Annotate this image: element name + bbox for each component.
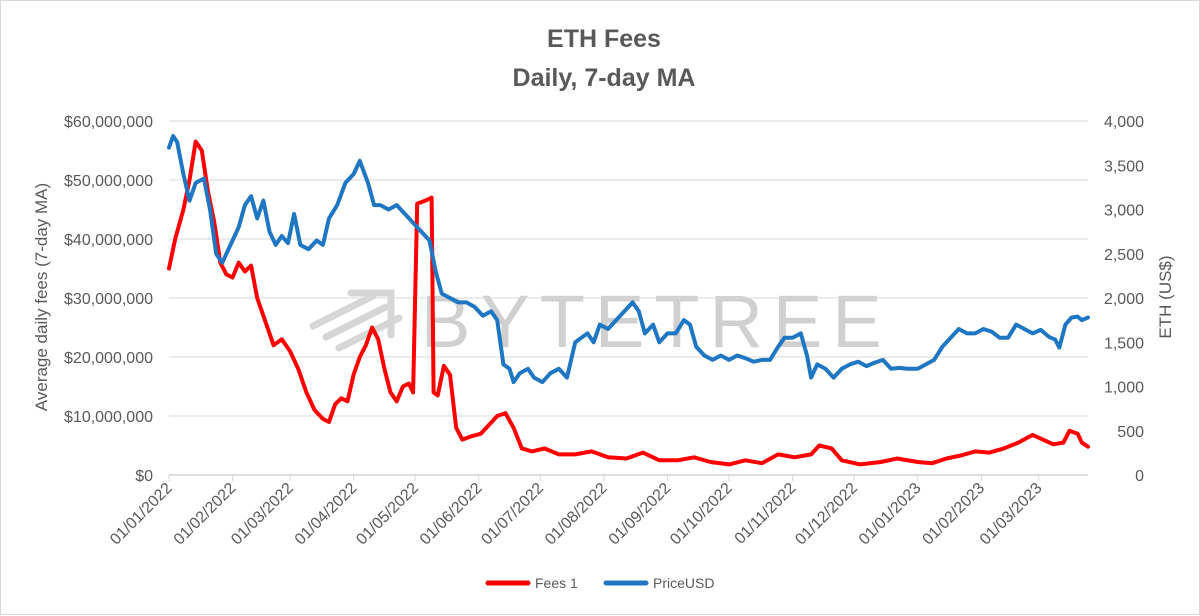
left-tick-label: $50,000,000 xyxy=(64,173,153,190)
right-tick-label: 3,000 xyxy=(1104,203,1144,220)
right-tick-label: 0 xyxy=(1135,468,1144,485)
bytetree-logo-icon xyxy=(309,289,403,352)
right-tick-label: 3,500 xyxy=(1104,158,1144,175)
right-axis-ticks: 0 500 1,000 1,500 2,000 2,500 3,000 3,500 4,000 xyxy=(1104,114,1144,485)
plot-area xyxy=(167,134,1090,467)
left-tick-label: $30,000,000 xyxy=(64,291,153,308)
x-tick-label: 01/04/2022 xyxy=(292,480,361,549)
legend: Fees 1 PriceUSD xyxy=(485,575,714,591)
right-tick-label: 2,000 xyxy=(1104,291,1144,308)
x-tick-label: 01/01/2022 xyxy=(107,480,176,549)
legend-item-fees: Fees 1 xyxy=(485,575,578,591)
legend-label-fees: Fees 1 xyxy=(535,575,578,591)
left-tick-label: $20,000,000 xyxy=(64,350,153,367)
x-tick-label: 01/12/2022 xyxy=(792,480,861,549)
chart-subtitle: Daily, 7-day MA xyxy=(513,64,696,92)
left-tick-label: $10,000,000 xyxy=(64,409,153,426)
x-axis-ticks: 01/01/202201/02/202201/03/202201/04/2022… xyxy=(107,474,1088,549)
x-tick-label: 01/05/2022 xyxy=(353,480,422,549)
x-tick-label: 01/07/2022 xyxy=(478,480,547,549)
left-tick-label: $40,000,000 xyxy=(64,232,153,249)
x-tick-label: 01/10/2022 xyxy=(667,480,736,549)
right-tick-label: 500 xyxy=(1117,424,1144,441)
right-tick-label: 1,000 xyxy=(1104,380,1144,397)
watermark-text: BYTETREE xyxy=(421,280,892,363)
right-tick-label: 4,000 xyxy=(1104,114,1144,131)
x-tick-label: 01/03/2022 xyxy=(228,480,297,549)
right-axis-title: ETH (US$) xyxy=(1156,255,1175,338)
gridlines xyxy=(169,120,1088,476)
x-tick-label: 01/06/2022 xyxy=(417,480,486,549)
x-tick-label: 01/01/2023 xyxy=(856,480,925,549)
x-tick-label: 01/08/2022 xyxy=(542,480,611,549)
legend-label-price: PriceUSD xyxy=(653,575,714,591)
legend-item-price: PriceUSD xyxy=(603,575,714,591)
left-tick-label: $0 xyxy=(135,468,153,485)
right-tick-label: 2,500 xyxy=(1104,247,1144,264)
left-tick-label: $60,000,000 xyxy=(64,114,153,131)
left-axis-ticks: $0 $10,000,000 $20,000,000 $30,000,000 $40,0… xyxy=(64,114,153,485)
x-tick-label: 01/11/2022 xyxy=(732,480,800,548)
x-tick-label: 01/03/2023 xyxy=(977,480,1046,549)
left-axis-title: Average daily fees (7-day MA) xyxy=(32,183,51,411)
series-line-fees xyxy=(167,139,1090,467)
right-tick-label: 1,500 xyxy=(1104,335,1144,352)
chart-title: ETH Fees xyxy=(547,25,661,53)
x-tick-label: 01/09/2022 xyxy=(606,480,675,549)
series-line-price xyxy=(167,134,1090,385)
